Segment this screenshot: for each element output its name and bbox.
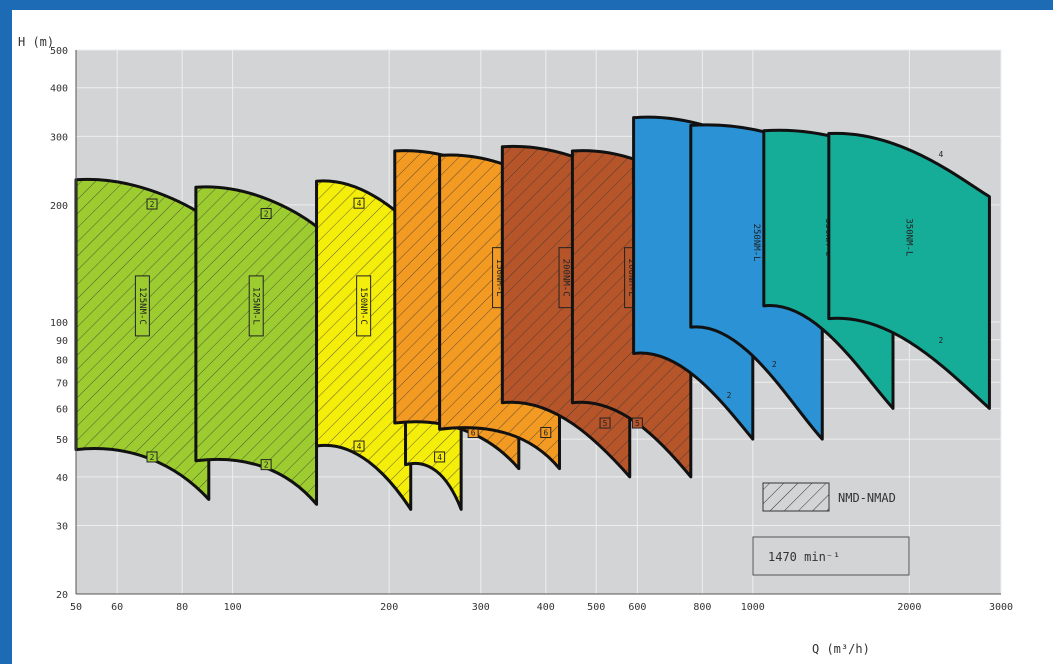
- series-group: 125NM-C22125NM-L22150NM-C44150NM-L44150N…: [74, 115, 991, 511]
- region-label: 250NM-L: [751, 224, 761, 262]
- marker-box: [434, 451, 446, 463]
- marker-box: [260, 459, 272, 471]
- marker-label: 2: [150, 200, 155, 209]
- marker-label: 5: [635, 419, 640, 428]
- marker-label: 2: [939, 336, 944, 345]
- region-label: 350NM-L: [904, 218, 914, 256]
- y-tick-label: 500: [50, 46, 68, 57]
- region-hatch: [76, 179, 209, 500]
- x-tick-label: 50: [70, 602, 82, 613]
- x-tick-label: 80: [176, 602, 188, 613]
- marker-label: 4: [357, 442, 362, 451]
- y-tick-label: 70: [56, 378, 68, 389]
- y-tick-label: 60: [56, 404, 68, 415]
- marker-box: [599, 417, 611, 429]
- marker-label: 2: [772, 360, 777, 369]
- x-tick-label: 60: [111, 602, 123, 613]
- marker-box: [146, 451, 158, 463]
- marker-label: 4: [939, 150, 944, 159]
- x-tick-label: 1000: [741, 602, 765, 613]
- region-outline: [194, 185, 319, 506]
- speed-label: 1470 min⁻¹: [768, 550, 840, 564]
- x-tick-labels: 50 60 80 100 200 300 400 500 600 800 1000 2000 3000: [70, 602, 1013, 613]
- x-tick-label: 600: [628, 602, 646, 613]
- chart-card: 125NM-C22125NM-L22150NM-C44150NM-L44150N…: [12, 10, 1053, 664]
- x-tick-label: 800: [693, 602, 711, 613]
- region-label: 150NM-L: [494, 259, 504, 297]
- region-125nm-c-0: 125NM-C 2 2: [74, 177, 211, 501]
- marker-box: [353, 440, 365, 452]
- y-tick-label: 40: [56, 473, 68, 484]
- y-tick-label: 100: [50, 318, 68, 329]
- region-label-frame: [134, 275, 150, 337]
- marker-box: [540, 427, 552, 439]
- marker-label: 6: [471, 429, 476, 438]
- region-label: 125NM-L: [251, 287, 261, 325]
- region-150nm-c-2: 150NM-C 4 4: [315, 179, 413, 511]
- x-axis-label: Q (m³/h): [812, 642, 870, 656]
- side-band: [0, 0, 12, 664]
- region-125nm-l-1: 125NM-L 2 2: [194, 185, 319, 506]
- marker-box: [260, 208, 272, 220]
- region-label: 200NM-L: [626, 259, 636, 297]
- marker-label: 2: [727, 391, 732, 400]
- x-tick-label: 100: [224, 602, 242, 613]
- region-hatch: [195, 186, 317, 505]
- region-fill: [828, 133, 990, 409]
- speed-box-frame: [752, 536, 910, 576]
- y-tick-label: 400: [50, 84, 68, 95]
- marker-label: 6: [543, 429, 548, 438]
- legend: NMD-NMAD: [762, 482, 896, 512]
- region-outline: [315, 179, 413, 511]
- x-tick-label: 400: [537, 602, 555, 613]
- speed-box: 1470 min⁻¹: [752, 536, 910, 576]
- y-tick-label: 200: [50, 201, 68, 212]
- x-tick-label: 500: [587, 602, 605, 613]
- region-label: 200NM-C: [561, 259, 571, 297]
- marker-label: 2: [264, 461, 269, 470]
- region-outline: [632, 115, 755, 441]
- marker-label: 5: [603, 419, 608, 428]
- region-hatch: [316, 180, 411, 510]
- y-tick-label: 20: [56, 590, 68, 601]
- marker-box: [631, 417, 643, 429]
- marker-box: [353, 197, 365, 209]
- region-outline: [74, 177, 211, 501]
- y-tick-label: 30: [56, 521, 68, 532]
- region-outline: [689, 123, 824, 441]
- x-tick-label: 300: [472, 602, 490, 613]
- legend-label: NMD-NMAD: [838, 491, 896, 505]
- region-label: 150NM-C: [358, 287, 368, 325]
- legend-swatch: [762, 482, 830, 512]
- x-tick-label: 200: [380, 602, 398, 613]
- y-tick-label: 50: [56, 435, 68, 446]
- region-label: 125NM-C: [137, 287, 147, 325]
- pump-coverage-chart: 125NM-C22125NM-L22150NM-C44150NM-L44150N…: [18, 35, 1013, 656]
- region-label-frame: [356, 275, 372, 337]
- x-tick-label: 3000: [989, 602, 1013, 613]
- region-outline: [570, 149, 693, 479]
- y-axis-label: H (m): [18, 35, 54, 49]
- marker-label: 4: [357, 199, 362, 208]
- y-tick-labels: 20 30 40 50 60 70 80 90 100 200 300 400 500: [50, 46, 68, 601]
- y-tick-label: 90: [56, 336, 68, 347]
- marker-label: 4: [437, 453, 442, 462]
- region-outline: [438, 153, 561, 471]
- y-tick-label: 300: [50, 132, 68, 143]
- region-outline: [762, 128, 895, 410]
- x-tick-label: 2000: [897, 602, 921, 613]
- y-tick-label: 80: [56, 356, 68, 367]
- header-band: [0, 0, 1053, 10]
- marker-label: 2: [264, 210, 269, 219]
- marker-box: [146, 198, 158, 210]
- region-label-frame: [248, 275, 264, 337]
- marker-label: 2: [150, 453, 155, 462]
- region-350nm-l-11: 350NM-L 4 2: [827, 132, 991, 410]
- region-outline: [827, 132, 991, 410]
- region-outline: [500, 144, 632, 479]
